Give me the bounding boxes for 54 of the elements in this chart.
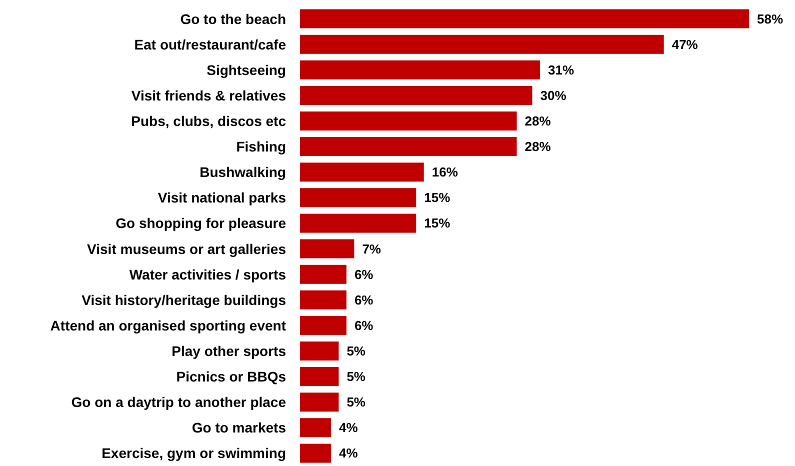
bar — [300, 342, 339, 360]
y-tick-label: Visit museums or art galleries — [87, 240, 286, 257]
bar — [300, 239, 354, 258]
data-label: 6% — [354, 292, 374, 308]
data-label: 6% — [354, 266, 374, 282]
bar — [300, 367, 339, 386]
bar — [300, 444, 331, 463]
y-tick-label: Visit friends & relatives — [131, 87, 286, 104]
y-tick-label: Fishing — [236, 138, 286, 155]
bar — [300, 112, 517, 130]
data-label: 4% — [338, 446, 358, 461]
bar — [300, 60, 540, 80]
y-tick-label: Play other sports — [172, 343, 286, 359]
bar — [300, 264, 346, 284]
bar — [300, 137, 517, 156]
bar — [300, 188, 416, 208]
bar — [300, 34, 664, 54]
data-label: 47% — [672, 36, 698, 52]
data-label: 31% — [548, 62, 574, 78]
data-label: 6% — [354, 318, 374, 333]
y-tick-label: Exercise, gym or swimming — [102, 445, 286, 462]
y-tick-label: Attend an organised sporting event — [50, 317, 286, 334]
data-label: 28% — [524, 114, 552, 128]
data-label: 16% — [432, 164, 458, 180]
y-tick-label: Go to the beach — [180, 10, 286, 27]
bar — [300, 162, 424, 182]
y-tick-label: Visit history/heritage buildings — [82, 292, 286, 308]
bar — [300, 86, 532, 105]
y-tick-label: Water activities / sports — [129, 266, 286, 282]
data-label: 58% — [757, 11, 784, 26]
data-label: 28% — [524, 139, 552, 154]
y-tick-label: Eat out/restaurant/cafe — [134, 36, 286, 52]
y-tick-label: Bushwalking — [200, 164, 286, 180]
y-tick-label: Pubs, clubs, discos etc — [131, 113, 286, 129]
bar — [300, 392, 339, 412]
data-label: 15% — [424, 216, 451, 231]
y-tick-label: Picnics or BBQs — [176, 368, 286, 385]
data-label: 5% — [346, 369, 366, 384]
data-label: 15% — [424, 190, 451, 206]
y-tick-label: Go to markets — [192, 420, 286, 436]
y-tick-label: Go on a daytrip to another place — [71, 394, 286, 410]
bar — [300, 316, 346, 335]
bar — [300, 290, 346, 310]
y-tick-label: Visit national parks — [158, 190, 286, 206]
bar — [300, 418, 331, 438]
data-label: 5% — [346, 394, 366, 410]
data-label: 30% — [540, 88, 567, 103]
bar — [300, 214, 416, 233]
data-label: 5% — [346, 344, 366, 358]
bar — [300, 9, 749, 28]
data-label: 4% — [338, 420, 358, 436]
y-tick-label: Sightseeing — [206, 62, 286, 78]
data-label: 7% — [362, 241, 382, 256]
y-tick-label: Go shopping for pleasure — [116, 215, 286, 232]
